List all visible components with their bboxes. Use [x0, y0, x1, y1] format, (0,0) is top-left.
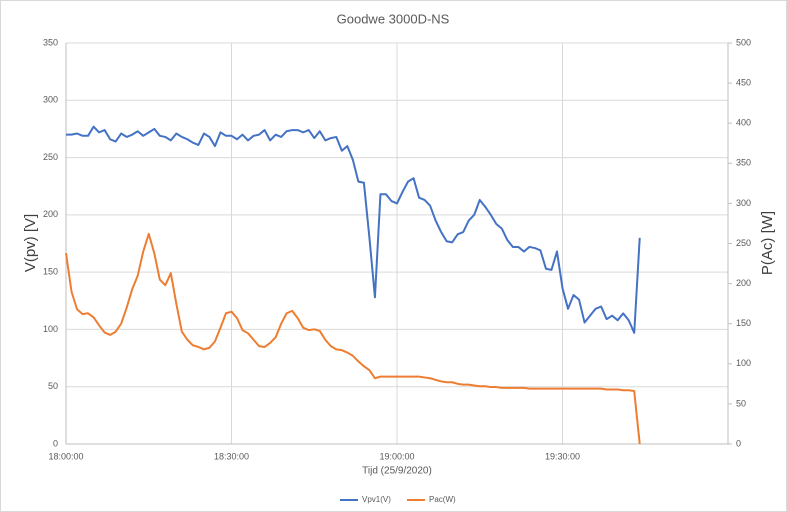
- y2-tick-label: 400: [736, 118, 751, 128]
- x-tick-label: 18:30:00: [214, 451, 249, 461]
- y2-tick-label: 250: [736, 238, 751, 248]
- y2-tick-label: 0: [736, 438, 741, 448]
- y-axis-title: V(pv) [V]: [22, 214, 39, 272]
- y2-axis-title: P(Ac) [W]: [759, 211, 776, 275]
- y-tick-label: 150: [43, 267, 58, 277]
- y-tick-label: 50: [48, 381, 58, 391]
- y2-tick-label: 200: [736, 278, 751, 288]
- x-tick-label: 19:00:00: [379, 451, 414, 461]
- legend-label: Vpv1(V): [362, 495, 391, 504]
- y2-tick-label: 50: [736, 398, 746, 408]
- y-tick-label: 200: [43, 209, 58, 219]
- y-tick-label: 300: [43, 95, 58, 105]
- y2-tick-label: 450: [736, 77, 751, 87]
- y-tick-label: 250: [43, 152, 58, 162]
- chart-title: Goodwe 3000D-NS: [337, 11, 450, 26]
- y2-tick-label: 500: [736, 37, 751, 47]
- y-tick-label: 350: [43, 37, 58, 47]
- y-tick-label: 100: [43, 324, 58, 334]
- y-tick-label: 0: [53, 438, 58, 448]
- x-tick-label: 18:00:00: [48, 451, 83, 461]
- y2-tick-label: 100: [736, 358, 751, 368]
- legend-label: Pac(W): [429, 495, 456, 504]
- y2-tick-label: 350: [736, 158, 751, 168]
- y2-tick-label: 300: [736, 198, 751, 208]
- x-axis-title: Tijd (25/9/2020): [362, 466, 432, 477]
- y2-tick-label: 150: [736, 318, 751, 328]
- series-line: [66, 125, 641, 334]
- x-tick-label: 19:30:00: [545, 451, 580, 461]
- series-line: [65, 232, 641, 445]
